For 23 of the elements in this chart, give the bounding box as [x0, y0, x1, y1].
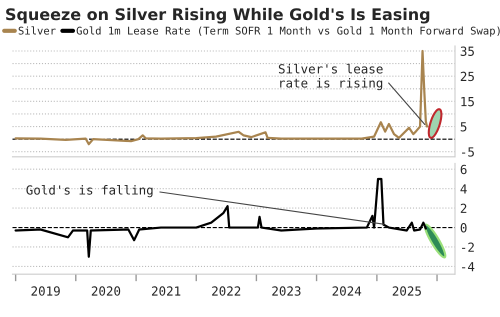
y-tick-label: -5 — [462, 147, 474, 157]
y-tick-label: 35 — [460, 46, 474, 56]
y-tick-label: 2 — [460, 204, 466, 213]
y-tick-label: -2 — [462, 242, 474, 252]
y-tick-label: 15 — [461, 97, 474, 106]
x-tick-label: 2024 — [332, 286, 362, 296]
y-tick-label: 25 — [460, 72, 474, 82]
y-tick-label: 6 — [460, 164, 467, 174]
x-tick-label: 2021 — [152, 286, 180, 296]
legend-label: Gold 1m Lease Rate (Term SOFR 1 Month vs Gold 1 Month Forward Swap) — [76, 26, 500, 37]
annotation: Silver's lease rate is rising — [278, 64, 383, 90]
x-tick-label: 2025 — [392, 286, 421, 296]
legend-label: Silver — [18, 26, 56, 35]
x-tick-label: 2019 — [32, 286, 60, 296]
x-tick-label: 2020 — [92, 286, 120, 296]
x-tick-label: 2023 — [272, 286, 301, 296]
y-tick-label: 5 — [460, 122, 466, 132]
annotation: Gold's is falling — [26, 184, 153, 198]
y-tick-label: 4 — [460, 184, 467, 194]
chart-title: Squeeze on Silver Rising While Gold's Is Easing — [6, 8, 430, 24]
y-tick-label: 0 — [460, 223, 467, 233]
x-tick-label: 2022 — [212, 286, 240, 296]
y-tick-label: -4 — [462, 262, 474, 272]
